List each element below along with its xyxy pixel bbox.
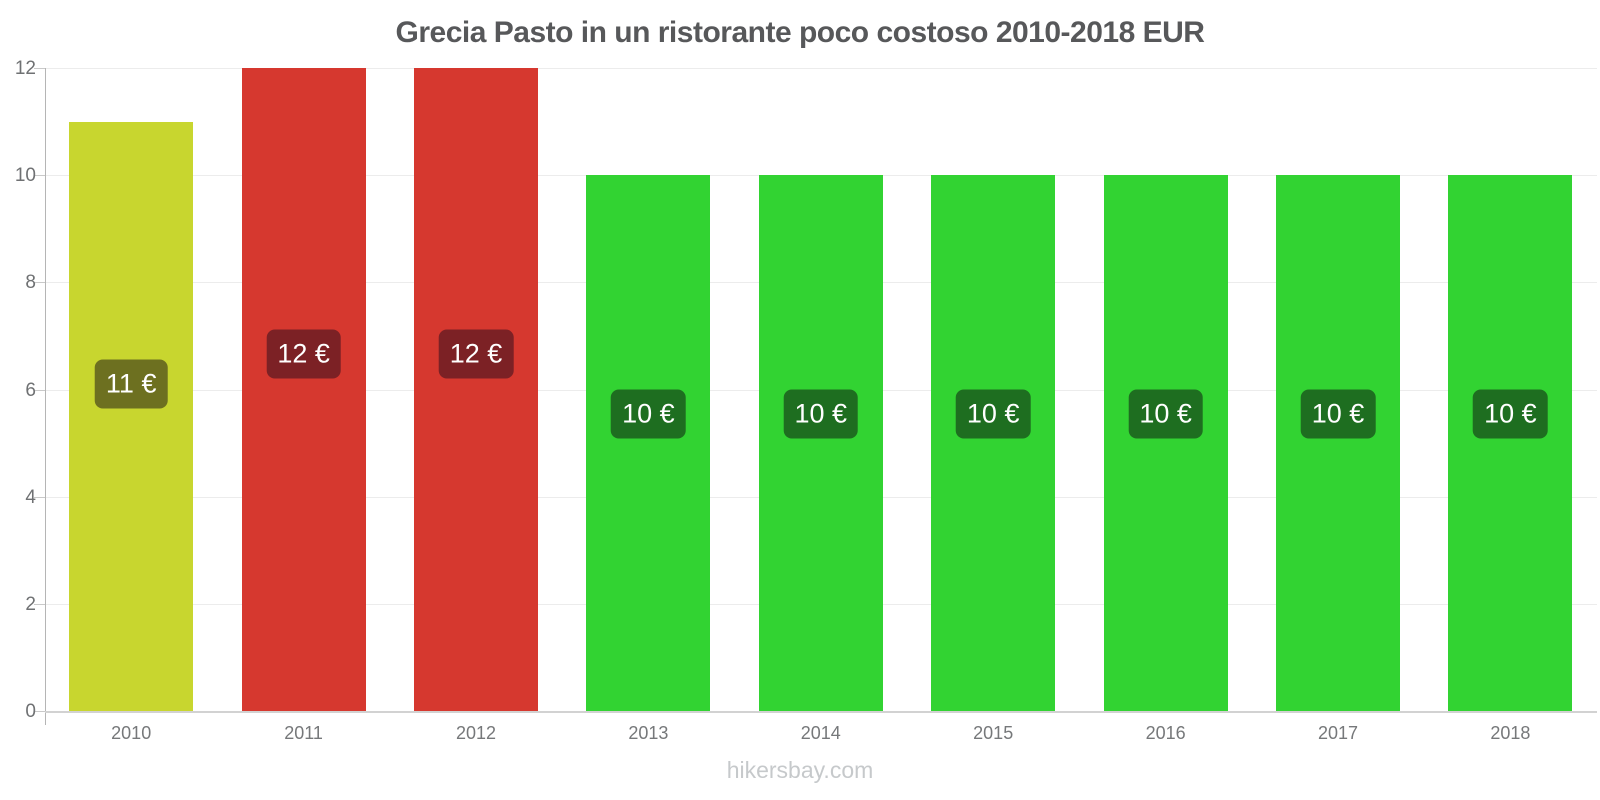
- value-badge-2012: 12 €: [438, 329, 514, 379]
- bar-2017: [1276, 175, 1400, 711]
- y-axis-tick-10: [34, 175, 45, 177]
- value-badge-2014: 10 €: [783, 389, 859, 439]
- y-axis-label-4: 4: [25, 486, 36, 508]
- bar-2011: [241, 68, 366, 711]
- bar-2015: [931, 175, 1056, 711]
- x-axis-label-2016: 2016: [1145, 723, 1186, 743]
- x-axis-label-2013: 2013: [628, 723, 669, 743]
- x-axis-label-2017: 2017: [1317, 723, 1359, 743]
- x-axis-label-2010: 2010: [111, 723, 152, 743]
- x-axis-label-2015: 2015: [973, 723, 1014, 743]
- y-axis-label-10: 10: [14, 165, 36, 187]
- bar-2010: [69, 121, 194, 711]
- bar-2018: [1448, 175, 1573, 711]
- y-axis-label-2: 2: [25, 593, 36, 615]
- bar-2014: [758, 175, 883, 711]
- y-axis-label-0: 0: [25, 701, 36, 722]
- x-axis-label-2012: 2012: [455, 723, 497, 743]
- y-axis-tick-2: [34, 603, 45, 605]
- x-axis-label-2018: 2018: [1490, 723, 1531, 743]
- y-axis-tick-12: [34, 68, 45, 69]
- y-axis-tick-0: [34, 711, 45, 712]
- value-badge-2010: 11 €: [94, 359, 168, 409]
- y-axis-label-12: 12: [14, 58, 36, 79]
- y-axis-tick-6: [34, 389, 45, 391]
- y-axis-label-8: 8: [25, 272, 36, 294]
- value-badge-2013: 10 €: [611, 389, 686, 439]
- x-axis-line: [45, 711, 1597, 713]
- value-badge-2017: 10 €: [1300, 389, 1376, 439]
- bar-2016: [1103, 175, 1228, 711]
- value-badge-2018: 10 €: [1473, 389, 1548, 439]
- bar-2013: [586, 175, 711, 711]
- value-badge-2011: 12 €: [266, 329, 341, 379]
- watermark-hikersbay: hikersbay.com: [726, 757, 874, 783]
- y-axis-line: [45, 68, 46, 725]
- y-axis-label-6: 6: [25, 379, 36, 401]
- chart-title: Grecia Pasto in un ristorante poco costo…: [395, 16, 1205, 49]
- y-axis-tick-8: [34, 282, 45, 284]
- x-axis-label-2014: 2014: [800, 723, 841, 743]
- y-axis-tick-4: [34, 496, 45, 498]
- gridline-y-12: [45, 68, 1597, 69]
- value-badge-2015: 10 €: [955, 389, 1031, 439]
- value-badge-2016: 10 €: [1128, 389, 1203, 439]
- bar-2012: [414, 68, 538, 711]
- x-axis-label-2011: 2011: [284, 723, 323, 743]
